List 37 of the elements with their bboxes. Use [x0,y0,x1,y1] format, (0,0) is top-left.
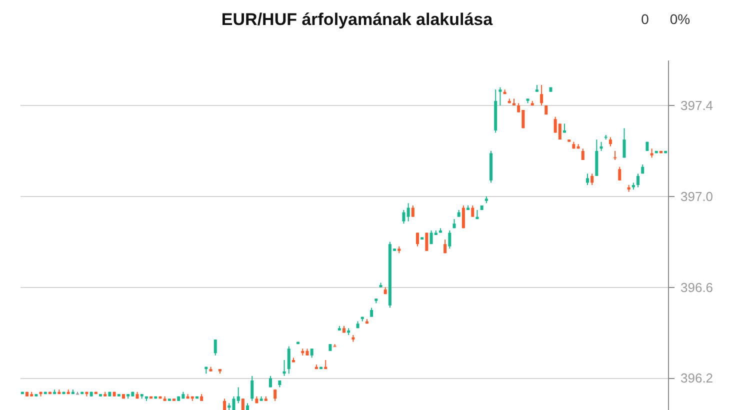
candlestick [269,375,272,388]
candlestick [287,346,290,374]
candlestick [241,398,244,410]
candlestick [462,204,465,229]
candlestick [622,128,626,158]
candlestick [586,173,589,186]
candlestick [406,202,410,222]
candlestick [608,136,612,147]
y-tick-label: 397.0 [680,188,714,204]
text: 0 [641,11,650,27]
candlestick [650,148,654,158]
y-tick-label: 397.4 [680,98,714,113]
candlestick [471,204,474,218]
y-tick-label: 396.2 [680,370,714,386]
candlestick [250,375,254,402]
candlestick [590,173,594,186]
candlestick [636,173,640,188]
candlestick [425,232,428,252]
y-tick-label: 396.6 [680,280,714,295]
candlestick [444,239,447,254]
candlestick [223,398,226,410]
candlestick [402,210,406,224]
text: 0% [670,11,690,27]
candlestick [618,166,622,181]
candlestick [558,123,562,140]
candlestick [236,386,240,404]
candlestick [614,150,617,160]
candlestick [310,348,314,358]
chart-title: EUR/HUF árfolyamának alakulása [221,10,494,29]
candlestick [416,232,419,247]
candlestick [411,204,414,218]
candlestick [274,389,277,402]
candlestick [448,230,452,250]
candlestick [498,86,502,106]
candlestick [214,339,217,356]
candlestick [370,307,374,318]
candlestick [540,84,544,106]
